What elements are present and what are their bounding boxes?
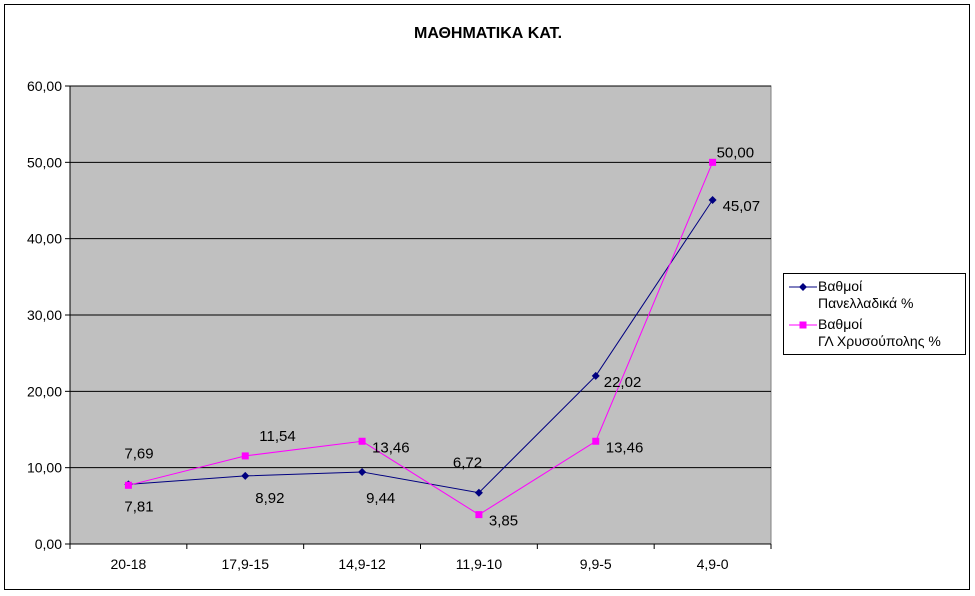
legend-label-line: ΓΛ Χρυσούπολης % [818,333,941,349]
x-tick-label: 4,9-0 [697,556,729,572]
series-line-1 [128,199,713,494]
legend-label-xrysoupolis: Βαθμοί ΓΛ Χρυσούπολης % [818,316,963,350]
legend-label-line: Βαθμοί [818,278,863,294]
x-tick-label: 20-18 [111,556,147,572]
legend-item-panelladika: Βαθμοί Πανελλαδικά % [784,278,965,316]
data-label: 13,46 [606,439,644,456]
data-label: 13,46 [372,439,410,456]
data-point-marker [241,452,249,460]
data-label: 8,92 [255,490,284,507]
legend: Βαθμοί Πανελλαδικά % Βαθμοί ΓΛ Χρυσούπολ… [783,273,966,355]
data-label: 6,72 [453,455,482,472]
x-tick-label: 14,9-12 [338,556,386,572]
y-tick-label: 30,00 [27,307,62,323]
y-tick-label: 0,00 [35,536,62,552]
data-point-marker [241,471,250,480]
legend-label-panelladika: Βαθμοί Πανελλαδικά % [818,278,963,312]
data-label: 22,02 [604,374,642,391]
data-point-marker [358,437,366,445]
y-tick-label: 40,00 [27,231,62,247]
data-label: 45,07 [723,198,761,215]
data-point-marker [708,195,717,204]
chart-title: ΜΑΘΗΜΑΤΙΚΑ ΚΑΤ. [414,25,562,42]
x-tick-label: 17,9-15 [222,556,270,572]
y-tick-label: 10,00 [27,460,62,476]
data-point-marker [592,437,600,445]
legend-swatch-xrysoupolis-icon [789,321,817,329]
legend-label-line: Πανελλαδικά % [818,295,914,311]
legend-item-xrysoupolis: Βαθμοί ΓΛ Χρυσούπολης % [784,316,965,354]
data-label: 7,69 [124,445,153,462]
y-tick-label: 50,00 [27,154,62,170]
series-line-2 [128,162,714,516]
data-point-marker [474,488,483,497]
data-label: 3,85 [489,513,518,530]
data-point-marker [124,481,132,489]
plot-area: 0,00 10,00 20,00 30,00 40,00 50,00 60,00 20-18 1… [27,78,772,572]
data-label: 50,00 [717,144,755,161]
x-tick-label: 11,9-10 [456,556,503,572]
data-label: 9,44 [366,490,395,507]
legend-label-line: Βαθμοί [818,316,863,332]
y-tick-label: 60,00 [27,78,62,94]
data-point-marker [475,511,483,519]
data-point-marker [591,371,600,380]
y-tick-label: 20,00 [27,383,62,399]
data-point-marker [358,467,367,476]
data-label: 11,54 [259,428,295,445]
x-tick-label: 9,9-5 [580,556,612,572]
legend-swatch-panelladika-icon [789,283,817,291]
data-label: 7,81 [124,498,153,515]
data-point-marker [709,158,717,166]
